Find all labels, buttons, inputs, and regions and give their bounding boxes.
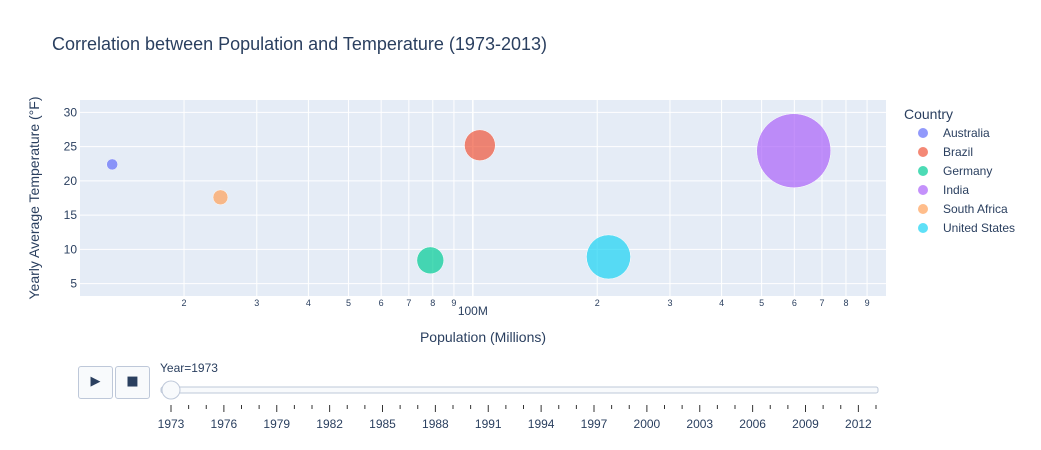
x-tick-label: 7 (406, 298, 411, 308)
slider-tick-label: 1994 (528, 417, 555, 431)
legend-title: Country (904, 106, 953, 122)
x-tick-label: 2 (595, 298, 600, 308)
legend-marker (918, 128, 928, 138)
x-tick-label: 9 (865, 298, 870, 308)
x-tick-label: 6 (792, 298, 797, 308)
x-tick-label: 2 (182, 298, 187, 308)
x-tick-label: 5 (759, 298, 764, 308)
legend-item[interactable]: Germany (943, 164, 992, 178)
slider-tick-label: 1976 (211, 417, 238, 431)
slider-tick-label: 2009 (792, 417, 819, 431)
y-tick-label: 5 (70, 277, 77, 291)
x-tick-label: 3 (667, 298, 672, 308)
legend-item[interactable]: India (943, 183, 969, 197)
slider-tick-label: 1973 (158, 417, 185, 431)
slider-tick-label: 1997 (581, 417, 608, 431)
y-axis-label: Yearly Average Temperature (°F) (26, 97, 42, 300)
x-tick-label: 6 (379, 298, 384, 308)
slider-tick-label: 2012 (845, 417, 872, 431)
x-tick-label: 100M (458, 304, 488, 318)
x-tick-label: 3 (254, 298, 259, 308)
legend-item[interactable]: United States (943, 221, 1015, 235)
legend-item[interactable]: South Africa (943, 202, 1008, 216)
bubble-germany[interactable] (416, 246, 444, 275)
x-tick-label: 9 (451, 298, 456, 308)
chart-title: Correlation between Population and Tempe… (52, 34, 547, 54)
x-axis-label: Population (Millions) (420, 329, 546, 345)
slider-tick-label: 1991 (475, 417, 502, 431)
x-tick-label: 4 (719, 298, 724, 308)
bubble-brazil[interactable] (464, 129, 496, 161)
slider-tick-label: 1988 (422, 417, 449, 431)
bubble-united-states[interactable] (586, 234, 631, 280)
grid-lines (80, 100, 886, 296)
y-tick-label: 20 (64, 174, 78, 188)
slider-handle[interactable] (161, 380, 181, 400)
slider-tick-label: 2000 (634, 417, 661, 431)
bubble-south-africa[interactable] (212, 189, 229, 206)
x-tick-label: 5 (346, 298, 351, 308)
y-tick-label: 25 (64, 140, 78, 154)
x-tick-label: 7 (819, 298, 824, 308)
bubble-india[interactable] (756, 113, 831, 188)
bubble-markers[interactable] (106, 113, 831, 280)
y-tick-labels: 5 10 15 20 25 30 (64, 105, 78, 290)
slider-tick-label: 1982 (316, 417, 343, 431)
y-tick-label: 10 (64, 242, 78, 256)
legend-marker (918, 223, 928, 233)
legend-marker (918, 185, 928, 195)
slider-tick-label: 1985 (369, 417, 396, 431)
legend-item[interactable]: Brazil (943, 145, 973, 159)
slider-rail[interactable] (160, 386, 879, 394)
stop-button[interactable]: ■ (115, 366, 150, 399)
x-tick-label: 4 (306, 298, 311, 308)
legend-marker (918, 204, 928, 214)
x-tick-label: 8 (843, 298, 848, 308)
slider-tick-label: 2006 (739, 417, 766, 431)
x-tick-label: 8 (430, 298, 435, 308)
slider-current-label: Year=1973 (160, 361, 218, 375)
legend-marker (918, 166, 928, 176)
legend: Country Australia Brazil Germany India South… (904, 106, 1015, 235)
slider-tick-label: 1979 (263, 417, 290, 431)
bubble-australia[interactable] (106, 158, 118, 171)
play-button[interactable]: ▶ (78, 366, 113, 399)
slider-tick-label: 2003 (686, 417, 713, 431)
year-slider[interactable]: Year=1973 1973 1976 1979 1982 1985 1988 1991 19… (158, 361, 879, 431)
play-icon: ▶ (90, 374, 101, 389)
legend-item[interactable]: Australia (943, 126, 990, 140)
y-tick-label: 15 (64, 208, 78, 222)
slider-ticks: 1973 1976 1979 1982 1985 1988 1991 1994 1997 2000… (158, 405, 877, 431)
y-tick-label: 30 (64, 105, 78, 119)
legend-marker (918, 147, 928, 157)
stop-icon: ■ (126, 374, 139, 389)
